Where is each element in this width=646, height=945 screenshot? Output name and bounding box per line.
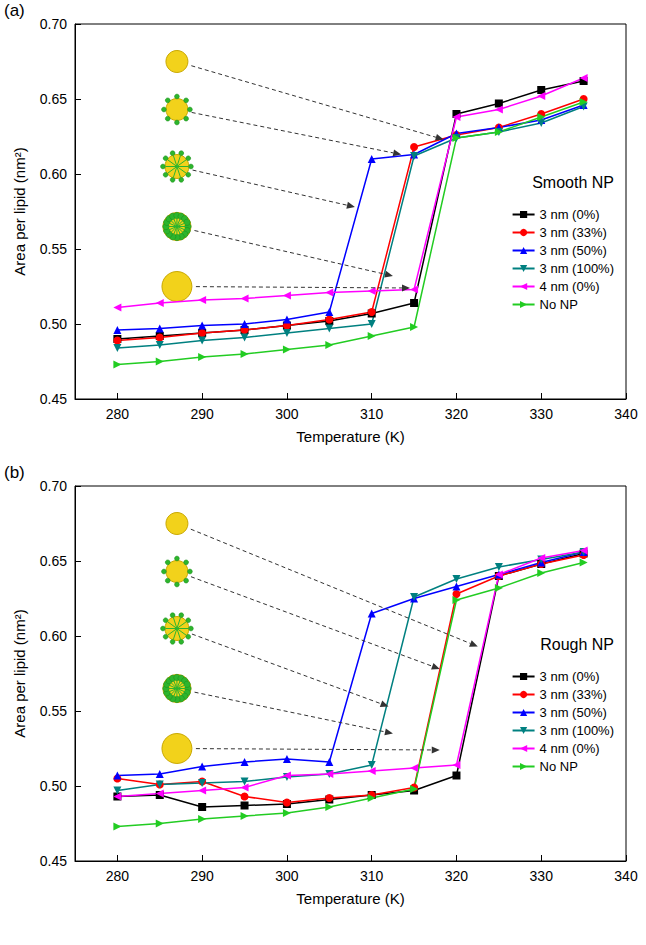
svg-text:0.65: 0.65 [40, 553, 67, 569]
svg-text:300: 300 [275, 868, 299, 884]
svg-text:(b): (b) [4, 463, 25, 482]
svg-text:290: 290 [190, 406, 214, 422]
svg-text:310: 310 [360, 868, 384, 884]
svg-text:Smooth NP: Smooth NP [532, 174, 614, 191]
svg-text:0.60: 0.60 [40, 166, 67, 182]
svg-text:280: 280 [106, 406, 130, 422]
svg-text:4 nm (0%): 4 nm (0%) [540, 279, 600, 294]
svg-text:3 nm (33%): 3 nm (33%) [540, 687, 607, 702]
svg-text:3 nm (100%): 3 nm (100%) [540, 723, 614, 738]
svg-text:Area per lipid (nm²): Area per lipid (nm²) [11, 609, 28, 737]
svg-text:0.70: 0.70 [40, 478, 67, 494]
svg-text:3 nm (0%): 3 nm (0%) [540, 207, 600, 222]
svg-text:330: 330 [530, 406, 554, 422]
svg-text:Temperature (K): Temperature (K) [296, 428, 404, 445]
svg-text:330: 330 [530, 868, 554, 884]
svg-text:0.70: 0.70 [40, 16, 67, 32]
svg-text:3 nm (50%): 3 nm (50%) [540, 705, 607, 720]
svg-text:0.45: 0.45 [40, 391, 67, 407]
svg-text:300: 300 [275, 406, 299, 422]
svg-text:Temperature (K): Temperature (K) [296, 890, 404, 907]
svg-text:340: 340 [614, 868, 638, 884]
svg-text:Rough NP: Rough NP [540, 636, 614, 653]
svg-text:0.60: 0.60 [40, 628, 67, 644]
svg-text:(a): (a) [4, 1, 25, 20]
svg-text:320: 320 [445, 868, 469, 884]
svg-text:No NP: No NP [540, 297, 578, 312]
svg-text:280: 280 [106, 868, 130, 884]
svg-text:4 nm (0%): 4 nm (0%) [540, 741, 600, 756]
svg-text:3 nm (33%): 3 nm (33%) [540, 225, 607, 240]
svg-text:0.50: 0.50 [40, 778, 67, 794]
svg-text:0.55: 0.55 [40, 703, 67, 719]
svg-text:0.50: 0.50 [40, 316, 67, 332]
svg-text:310: 310 [360, 406, 384, 422]
svg-text:No NP: No NP [540, 759, 578, 774]
svg-text:320: 320 [445, 406, 469, 422]
svg-text:0.45: 0.45 [40, 853, 67, 869]
svg-text:0.55: 0.55 [40, 241, 67, 257]
svg-text:340: 340 [614, 406, 638, 422]
svg-text:0.65: 0.65 [40, 91, 67, 107]
svg-text:Area per lipid (nm²): Area per lipid (nm²) [11, 147, 28, 275]
svg-text:3 nm (100%): 3 nm (100%) [540, 261, 614, 276]
svg-text:290: 290 [190, 868, 214, 884]
svg-text:3 nm (0%): 3 nm (0%) [540, 669, 600, 684]
svg-text:3 nm (50%): 3 nm (50%) [540, 243, 607, 258]
